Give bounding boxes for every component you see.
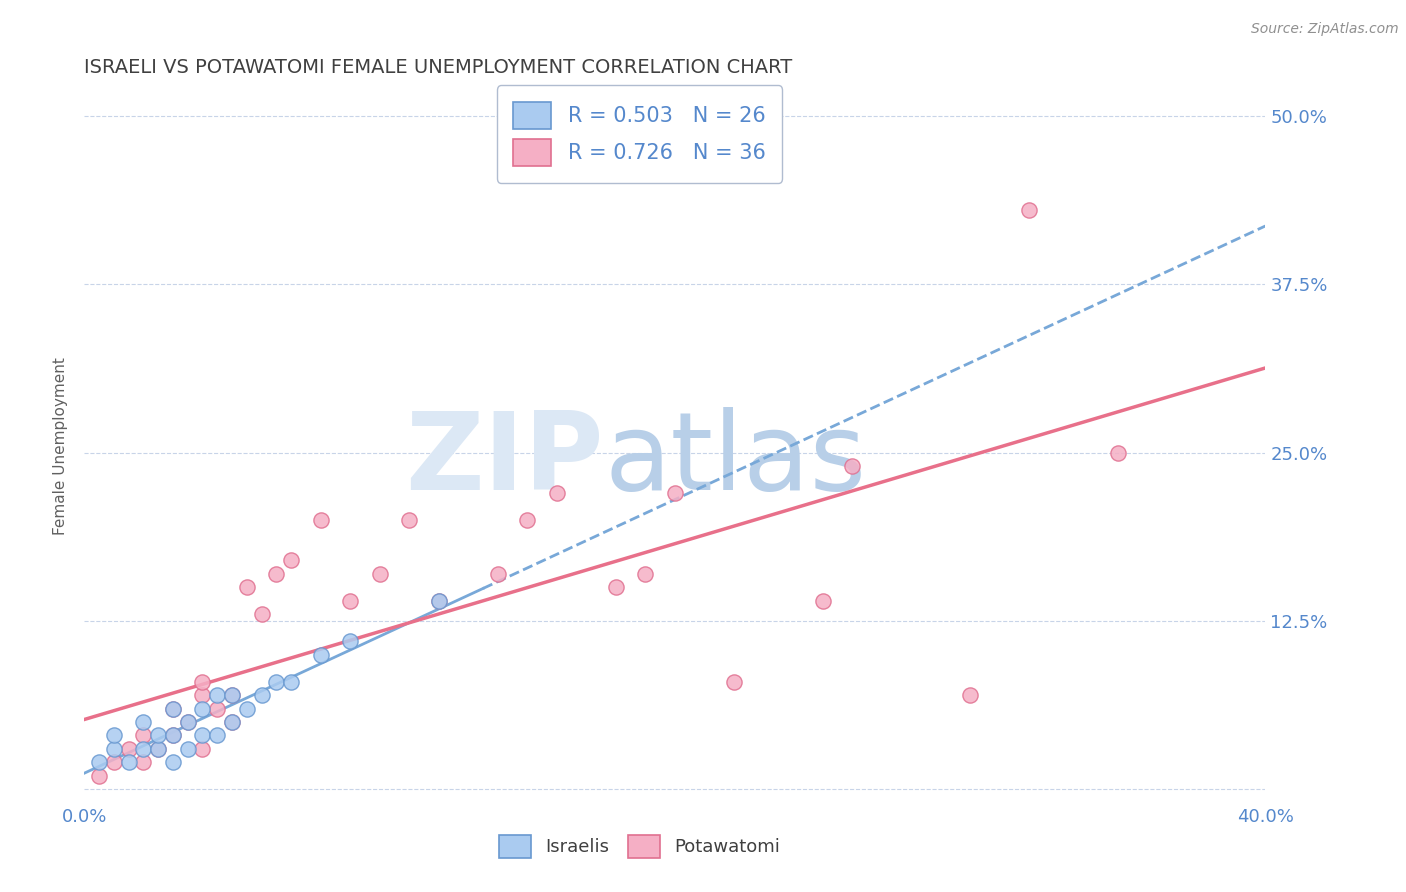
Point (309, 648, 332, 662)
Point (103, 729, 125, 743)
Text: ISRAELI VS POTAWATOMI FEMALE UNEMPLOYMENT CORRELATION CHART: ISRAELI VS POTAWATOMI FEMALE UNEMPLOYMEN… (84, 57, 793, 77)
Point (148, 742, 170, 756)
Point (280, 553, 302, 567)
Point (132, 756, 155, 770)
Point (191, 701, 214, 715)
Point (207, 688, 229, 702)
Text: Source: ZipAtlas.com: Source: ZipAtlas.com (1251, 22, 1399, 37)
Legend: Israelis, Potawatomi: Israelis, Potawatomi (491, 828, 787, 865)
Point (236, 580, 259, 594)
Point (398, 513, 420, 527)
Point (811, 594, 834, 608)
Point (427, 594, 450, 608)
Point (221, 714, 243, 729)
Point (1018, 203, 1040, 218)
Point (191, 674, 214, 689)
Point (103, 742, 125, 756)
Point (339, 634, 361, 648)
Point (162, 701, 184, 715)
Text: ZIP: ZIP (405, 408, 605, 513)
Point (87, 769, 111, 783)
Point (221, 688, 243, 702)
Point (118, 742, 141, 756)
Point (177, 742, 200, 756)
Point (634, 566, 657, 581)
Point (191, 742, 214, 756)
Point (427, 594, 450, 608)
Point (486, 566, 509, 581)
Point (162, 729, 184, 743)
Point (207, 701, 229, 715)
Point (177, 714, 200, 729)
Point (368, 566, 391, 581)
Point (148, 742, 170, 756)
Point (339, 594, 361, 608)
Point (207, 729, 229, 743)
Point (605, 580, 627, 594)
Point (266, 674, 288, 689)
Point (959, 688, 981, 702)
Point (103, 756, 125, 770)
Point (177, 714, 200, 729)
Point (280, 674, 302, 689)
Point (162, 756, 184, 770)
Point (148, 729, 170, 743)
Point (266, 566, 288, 581)
Point (723, 674, 745, 689)
Point (191, 729, 214, 743)
Point (664, 486, 686, 500)
Point (118, 756, 141, 770)
Point (162, 729, 184, 743)
Point (250, 688, 273, 702)
Point (1107, 446, 1129, 460)
Point (132, 729, 155, 743)
Text: atlas: atlas (605, 408, 866, 513)
Point (221, 688, 243, 702)
Point (191, 688, 214, 702)
Point (546, 486, 568, 500)
Point (162, 701, 184, 715)
Point (132, 742, 155, 756)
Point (841, 459, 863, 474)
Point (221, 714, 243, 729)
Point (250, 607, 273, 622)
Point (132, 714, 155, 729)
Y-axis label: Female Unemployment: Female Unemployment (53, 357, 69, 535)
Point (87, 756, 111, 770)
Point (516, 513, 538, 527)
Point (309, 513, 332, 527)
Point (236, 701, 259, 715)
